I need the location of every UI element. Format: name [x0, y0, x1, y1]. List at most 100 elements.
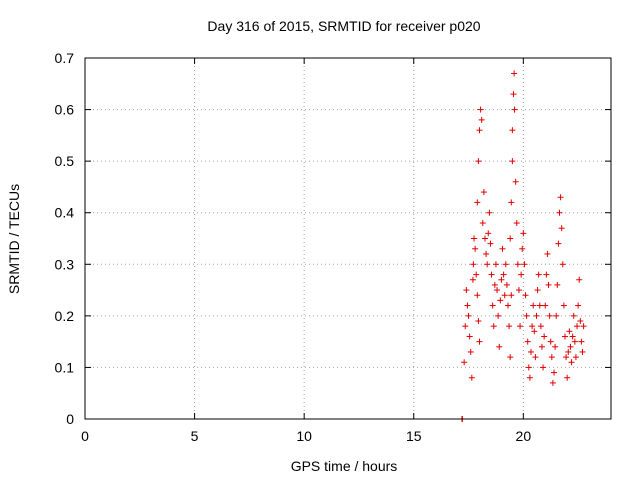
data-point — [489, 302, 496, 309]
data-point — [511, 106, 518, 113]
x-axis-ticks: 0 5 10 15 20 — [81, 58, 531, 444]
data-point — [526, 374, 533, 381]
data-point — [507, 354, 514, 361]
y-tick-label: 0.7 — [55, 50, 75, 66]
data-point — [541, 333, 548, 340]
grid — [85, 57, 611, 419]
data-point — [488, 271, 495, 278]
y-tick-label: 0.6 — [55, 102, 75, 118]
data-point — [575, 302, 582, 309]
data-point — [555, 240, 562, 247]
x-tick-label: 10 — [296, 428, 312, 444]
data-point — [535, 271, 542, 278]
data-point — [556, 209, 563, 216]
data-point — [559, 261, 566, 268]
data-point — [502, 261, 509, 268]
data-point — [490, 323, 497, 330]
data-points — [458, 70, 587, 422]
data-point — [515, 287, 522, 294]
data-point — [492, 261, 499, 268]
data-point — [474, 199, 481, 206]
data-point — [509, 158, 516, 165]
data-point — [506, 323, 513, 330]
data-point — [544, 250, 551, 257]
plot-frame — [84, 57, 612, 420]
data-point — [513, 220, 520, 227]
data-point — [534, 287, 541, 294]
data-point — [552, 343, 559, 350]
data-point — [486, 209, 493, 216]
data-point — [463, 287, 470, 294]
data-point — [553, 312, 560, 319]
data-point — [565, 348, 572, 355]
data-point — [477, 106, 484, 113]
data-point — [479, 220, 486, 227]
data-point — [568, 359, 575, 366]
data-point — [577, 318, 584, 325]
y-tick-label: 0.2 — [55, 308, 75, 324]
data-point — [560, 302, 567, 309]
data-point — [512, 178, 519, 185]
data-point — [483, 250, 490, 257]
x-tick-label: 15 — [406, 428, 422, 444]
data-point — [548, 354, 555, 361]
data-point — [540, 364, 547, 371]
data-point — [524, 338, 531, 345]
y-tick-label: 0.4 — [55, 205, 75, 221]
data-point — [462, 323, 469, 330]
data-point — [504, 302, 511, 309]
data-point — [466, 333, 473, 340]
data-point — [564, 374, 571, 381]
data-point — [495, 312, 502, 319]
data-point — [518, 271, 525, 278]
y-axis-ticks: 0 0.1 0.2 0.3 0.4 0.5 0.6 0.7 — [55, 50, 611, 427]
data-point — [566, 328, 573, 335]
data-point — [497, 297, 504, 304]
data-point — [461, 359, 468, 366]
data-point — [557, 194, 564, 201]
data-point — [464, 302, 471, 309]
data-point — [480, 189, 487, 196]
data-point — [469, 276, 476, 283]
data-point — [567, 343, 574, 350]
data-point — [576, 276, 583, 283]
data-point — [468, 374, 475, 381]
data-point — [570, 312, 577, 319]
data-point — [571, 338, 578, 345]
data-point — [578, 338, 585, 345]
data-point — [554, 281, 561, 288]
data-point — [530, 302, 537, 309]
x-tick-label: 20 — [516, 428, 532, 444]
data-point — [470, 261, 477, 268]
data-point — [511, 70, 518, 77]
data-point — [485, 230, 492, 237]
data-point — [481, 235, 488, 242]
x-axis-label: GPS time / hours — [291, 458, 398, 474]
data-point — [521, 261, 528, 268]
data-point — [498, 276, 505, 283]
data-point — [500, 271, 507, 278]
data-point — [546, 312, 553, 319]
data-point — [537, 323, 544, 330]
data-point — [547, 338, 554, 345]
data-point — [471, 235, 478, 242]
data-point — [563, 354, 570, 361]
data-point — [538, 343, 545, 350]
y-tick-label: 0.3 — [55, 256, 75, 272]
data-point — [569, 333, 576, 340]
data-point — [543, 271, 550, 278]
y-tick-label: 0.5 — [55, 153, 75, 169]
data-point — [542, 302, 549, 309]
data-point — [510, 91, 517, 98]
data-point — [514, 261, 521, 268]
data-point — [579, 348, 586, 355]
data-point — [476, 127, 483, 134]
data-point — [529, 323, 536, 330]
data-point — [519, 245, 526, 252]
data-point — [574, 323, 581, 330]
data-point — [494, 287, 501, 294]
data-point — [572, 354, 579, 361]
chart-title: Day 316 of 2015, SRMTID for receiver p02… — [207, 18, 480, 34]
data-point — [523, 312, 530, 319]
